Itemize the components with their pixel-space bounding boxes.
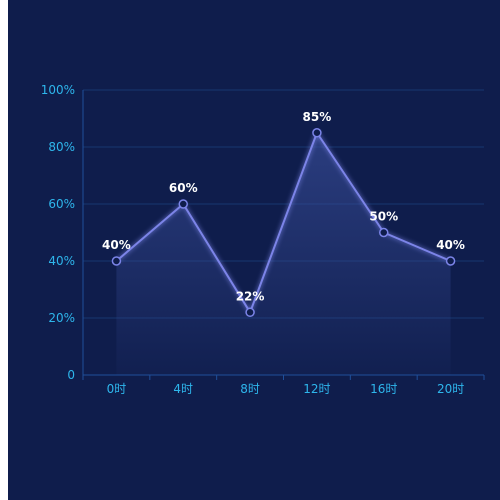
x-tick-label-3: 12时 bbox=[303, 382, 330, 396]
series-line-path bbox=[115, 130, 451, 315]
series-area bbox=[116, 132, 451, 375]
data-point-0 bbox=[111, 256, 122, 266]
data-points bbox=[111, 128, 456, 318]
x-tick-label-0: 0时 bbox=[107, 382, 127, 396]
area-fill bbox=[116, 132, 451, 375]
y-tick-label-1: 20% bbox=[48, 311, 75, 325]
y-tick-label-3: 60% bbox=[48, 197, 75, 211]
x-tick-label-1: 4时 bbox=[173, 382, 193, 396]
y-tick-label-2: 40% bbox=[48, 254, 75, 268]
data-labels: 40% 60% 22% 85% 50% 40% bbox=[102, 110, 465, 304]
data-label-5: 40% bbox=[436, 238, 465, 252]
y-tick-label-5: 100% bbox=[41, 83, 75, 97]
y-axis-ticks: 0 20% 40% 60% 80% 100% bbox=[41, 83, 84, 382]
x-tick-label-5: 20时 bbox=[437, 382, 464, 396]
series-line bbox=[115, 130, 451, 315]
data-label-3: 85% bbox=[303, 110, 332, 124]
x-axis: 0时 4时 8时 12时 16时 20时 bbox=[82, 374, 485, 396]
y-tick-label-4: 80% bbox=[48, 140, 75, 154]
data-label-4: 50% bbox=[369, 210, 398, 224]
data-point-4 bbox=[379, 227, 389, 238]
data-label-0: 40% bbox=[102, 238, 131, 252]
y-tick-label-0: 0 bbox=[67, 368, 75, 382]
x-tick-label-4: 16时 bbox=[370, 382, 397, 396]
data-label-1: 60% bbox=[169, 181, 198, 195]
data-label-2: 22% bbox=[236, 289, 265, 303]
data-point-1 bbox=[178, 199, 188, 209]
x-tick-label-2: 8时 bbox=[240, 382, 260, 396]
data-point-3 bbox=[312, 128, 322, 138]
data-point-5 bbox=[445, 256, 456, 266]
data-point-2 bbox=[245, 307, 255, 318]
